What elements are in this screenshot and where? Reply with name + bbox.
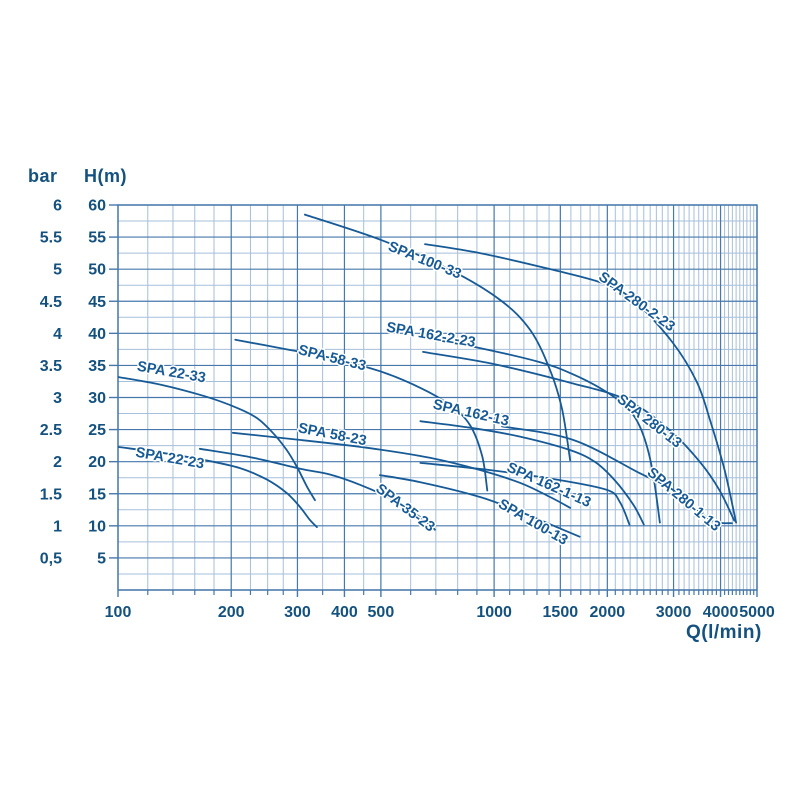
h-tick-label: 60 xyxy=(88,198,106,215)
curve-spa-100-33 xyxy=(304,213,572,462)
curve-spa-22-33 xyxy=(118,376,316,502)
bar-tick-label: 6 xyxy=(53,198,62,215)
x-tick-label: 1500 xyxy=(543,604,579,621)
bar-tick-label: 0,5 xyxy=(40,550,62,567)
curve-label: SPA 162-2-23 xyxy=(385,320,477,351)
h-tick-label: 35 xyxy=(88,358,106,375)
curve-spa-162-2-23 xyxy=(422,336,661,524)
x-tick-label: 5000 xyxy=(739,604,775,621)
curve-spa-280-2-23 xyxy=(424,243,737,524)
curve-spa-35-23 xyxy=(198,447,436,531)
curve-spa-280-13 xyxy=(422,351,736,522)
axis-ticks xyxy=(109,204,758,597)
bar-tick-label: 4.5 xyxy=(40,294,62,311)
bar-tick-label: 5 xyxy=(53,262,62,279)
curve-label: SPA 35-23 xyxy=(372,481,437,536)
bar-tick-label: 4 xyxy=(53,326,62,343)
bar-tick-label: 1.5 xyxy=(40,486,62,503)
x-tick-label: 300 xyxy=(284,604,311,621)
bar-tick-label: 1 xyxy=(53,518,62,535)
x-tick-label: 2000 xyxy=(590,604,626,621)
curve-spa-100-13 xyxy=(379,474,581,538)
h-tick-label: 15 xyxy=(88,486,106,503)
curve-spa-58-33 xyxy=(234,338,489,492)
bar-axis-title: bar xyxy=(28,166,58,186)
x-tick-label: 400 xyxy=(331,604,358,621)
curve-spa-162-13 xyxy=(419,420,645,526)
h-tick-label: 40 xyxy=(88,326,106,343)
bar-tick-label: 2 xyxy=(53,454,62,471)
y-tick-labels: 6 605.5 555 504.5 454 403.5 353 302.5 252 201.5 15… xyxy=(40,198,106,568)
curve-label: SPA 280-1-13 xyxy=(644,465,723,535)
h-axis-title: H(m) xyxy=(84,166,127,186)
x-tick-label: 4000 xyxy=(703,604,739,621)
pump-curves xyxy=(118,213,737,538)
bar-tick-label: 2.5 xyxy=(40,422,62,439)
h-tick-label: 5 xyxy=(97,550,106,567)
h-tick-label: 30 xyxy=(88,390,106,407)
curve-label: SPA 100-13 xyxy=(495,496,570,549)
x-tick-label: 3000 xyxy=(656,604,692,621)
h-tick-label: 50 xyxy=(88,262,106,279)
x-tick-label: 1000 xyxy=(476,604,512,621)
curve-spa-162-1-13 xyxy=(419,462,631,526)
x-tick-label: 500 xyxy=(368,604,395,621)
h-tick-label: 20 xyxy=(88,454,106,471)
bar-tick-label: 5.5 xyxy=(40,230,62,247)
curve-label: SPA 100-33 xyxy=(386,239,464,283)
curve-spa-22-23 xyxy=(118,446,318,528)
x-tick-labels: 100 200 300 400 500 1000 1500 2000 3000 4000 5000 xyxy=(105,604,775,621)
curve-spa-280-1-13 xyxy=(501,425,733,525)
curve-label: SPA 58-23 xyxy=(297,420,368,449)
bar-tick-label: 3 xyxy=(53,390,62,407)
curve-spa-58-23 xyxy=(231,431,572,509)
h-tick-label: 10 xyxy=(88,518,106,535)
h-tick-label: 25 xyxy=(88,422,106,439)
q-axis-title: Q(l/min) xyxy=(686,622,762,643)
h-tick-label: 55 xyxy=(88,230,106,247)
bar-tick-label: 3.5 xyxy=(40,358,62,375)
x-tick-label: 200 xyxy=(218,604,245,621)
h-tick-label: 45 xyxy=(88,294,106,311)
x-tick-label: 100 xyxy=(105,604,132,621)
curve-label: SPA 58-33 xyxy=(296,342,367,374)
